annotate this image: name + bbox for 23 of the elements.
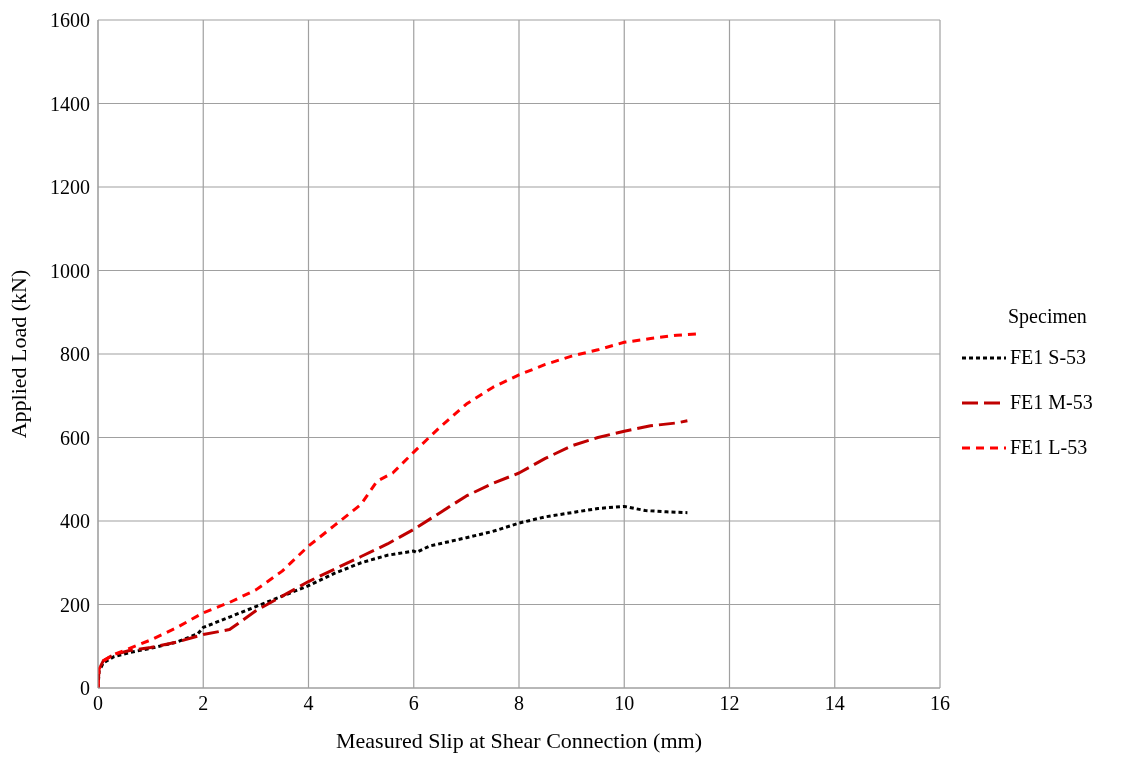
- y-tick-label: 1200: [50, 176, 90, 199]
- y-tick-label: 600: [60, 426, 90, 449]
- x-tick-label: 2: [198, 692, 209, 715]
- x-tick-label: 10: [614, 692, 635, 715]
- x-axis-title: Measured Slip at Shear Connection (mm): [336, 728, 702, 753]
- y-tick-label: 400: [60, 510, 90, 533]
- y-tick-label: 1400: [50, 92, 90, 115]
- y-tick-label: 800: [60, 343, 90, 366]
- x-tick-label: 6: [408, 692, 419, 715]
- x-tick-label: 4: [303, 692, 314, 715]
- y-tick-label: 0: [80, 677, 90, 700]
- x-tick-label: 8: [514, 692, 524, 715]
- legend-label: FE1 S-53: [1010, 346, 1087, 369]
- legend-label: FE1 M-53: [1010, 391, 1093, 414]
- y-tick-label: 1600: [50, 9, 90, 32]
- y-tick-label: 200: [60, 593, 90, 616]
- y-axis-title: Applied Load (kN): [5, 269, 31, 439]
- y-tick-label: 1000: [50, 259, 90, 282]
- x-tick-label: 16: [930, 692, 950, 715]
- x-tick-label: 12: [719, 692, 740, 715]
- x-tick-label: 14: [824, 692, 845, 715]
- legend-label: FE1 L-53: [1010, 436, 1088, 459]
- legend-title: Specimen: [1008, 305, 1088, 328]
